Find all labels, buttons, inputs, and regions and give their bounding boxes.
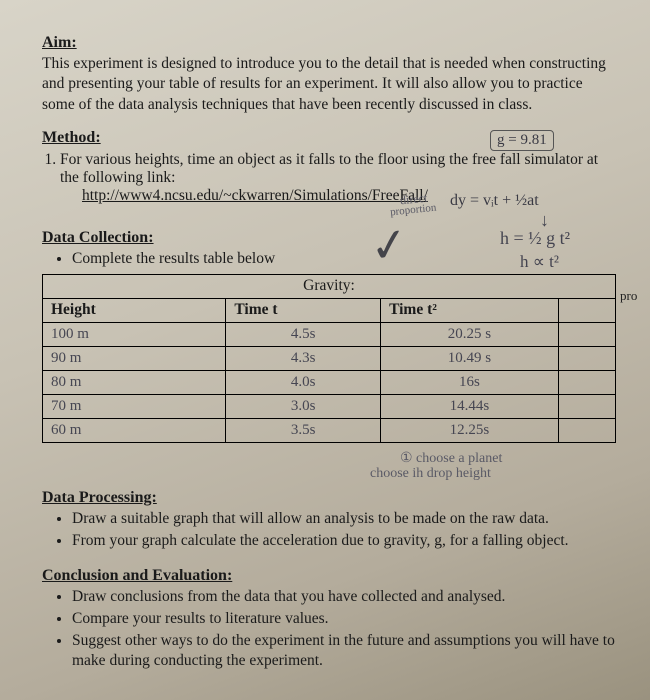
hand-note-2: choose ih drop height xyxy=(370,466,491,482)
data-processing-title: Data Processing: xyxy=(42,489,616,507)
method-link[interactable]: http://www4.ncsu.edu/~ckwarren/Simulatio… xyxy=(82,187,428,204)
cell-h: 60 m xyxy=(51,422,81,438)
cell-h: 80 m xyxy=(51,374,81,390)
aim-text: This experiment is designed to introduce… xyxy=(42,54,616,115)
cell-t2: 10.49 s xyxy=(448,350,491,366)
gravity-header: Gravity: xyxy=(43,274,616,298)
table-row: 80 m 4.0s 16s xyxy=(43,370,616,394)
cell-t: 4.3s xyxy=(291,350,316,366)
conc-bullet-3: Suggest other ways to do the experiment … xyxy=(72,631,616,671)
conclusion-list: Draw conclusions from the data that you … xyxy=(72,587,616,672)
conclusion-title: Conclusion and Evaluation: xyxy=(42,567,616,585)
checkmark-icon: ✓ xyxy=(366,216,412,275)
cell-t: 3.0s xyxy=(291,398,316,414)
cell-h: 70 m xyxy=(51,398,81,414)
hand-pro: pro xyxy=(620,288,637,304)
cell-t2: 12.25s xyxy=(450,422,490,438)
conc-bullet-2: Compare your results to literature value… xyxy=(72,609,616,629)
aim-title: Aim: xyxy=(42,34,616,52)
hand-dy-eq: dy = vᵢt + ½at xyxy=(450,192,539,210)
cell-t2: 20.25 s xyxy=(448,326,491,342)
cell-t: 4.0s xyxy=(291,374,316,390)
dp-bullet-2: From your graph calculate the accelerati… xyxy=(72,531,616,551)
hand-h-eq: h = ½ g t² xyxy=(500,228,570,249)
col-blank xyxy=(558,298,615,322)
method-item-text: For various heights, time an object as i… xyxy=(60,151,598,186)
col-time2: Time t² xyxy=(381,298,559,322)
cell-h: 90 m xyxy=(51,350,81,366)
results-table: Gravity: Height Time t Time t² 100 m 4.5… xyxy=(42,274,616,443)
cell-t: 3.5s xyxy=(291,422,316,438)
table-row: 100 m 4.5s 20.25 s xyxy=(43,322,616,346)
table-row: 70 m 3.0s 14.44s xyxy=(43,394,616,418)
hand-g-box: g = 9.81 xyxy=(490,130,554,151)
table-row: 90 m 4.3s 10.49 s xyxy=(43,346,616,370)
col-height: Height xyxy=(43,298,226,322)
dp-bullet-1: Draw a suitable graph that will allow an… xyxy=(72,509,616,529)
cell-h: 100 m xyxy=(51,326,89,342)
conc-bullet-1: Draw conclusions from the data that you … xyxy=(72,587,616,607)
hand-note-1: ① choose a planet xyxy=(400,450,502,467)
hand-h-prop: h ∝ t² xyxy=(520,252,559,272)
cell-t: 4.5s xyxy=(291,326,316,342)
data-processing-list: Draw a suitable graph that will allow an… xyxy=(72,509,616,551)
table-row: 60 m 3.5s 12.25s xyxy=(43,418,616,442)
col-time: Time t xyxy=(226,298,381,322)
cell-t2: 16s xyxy=(459,374,480,390)
cell-t2: 14.44s xyxy=(450,398,490,414)
